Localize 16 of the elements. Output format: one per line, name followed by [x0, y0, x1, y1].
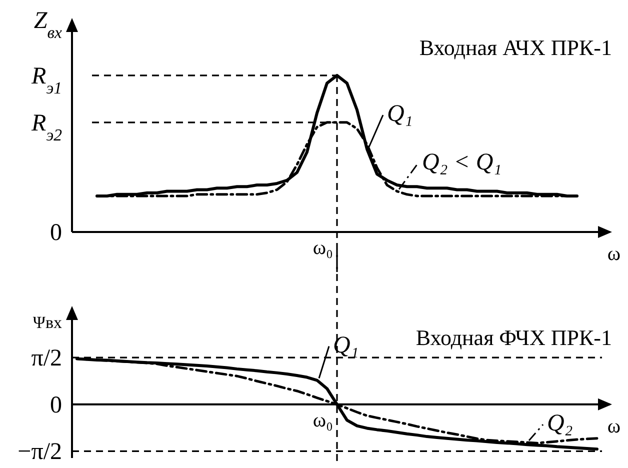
- legend-label: Q₂: [547, 410, 573, 437]
- y-axis-title: Ψвх: [32, 313, 62, 332]
- x-axis-title: ω: [607, 243, 621, 265]
- text: ω₀: [312, 237, 334, 259]
- y-tick-label: π/2: [31, 346, 62, 372]
- chart-title: Входная АЧХ ПРК-1: [419, 35, 612, 60]
- ref-line-label: R$_{э1}$: [30, 63, 62, 97]
- annotation: ω₀: [312, 409, 334, 432]
- y-tick-label: 0: [50, 392, 62, 418]
- ref-line-label: R$_{э2}$: [30, 110, 63, 144]
- series-label: Q₁: [387, 101, 413, 128]
- x-axis-title: ω: [607, 415, 621, 438]
- y-axis-title: Z$_{вх}$: [34, 8, 63, 42]
- chart-title: Входная ФЧХ ПРК-1: [416, 325, 612, 350]
- legend-label: Q₂ < Q₁: [422, 149, 502, 176]
- y-tick-label: −π/2: [18, 439, 62, 466]
